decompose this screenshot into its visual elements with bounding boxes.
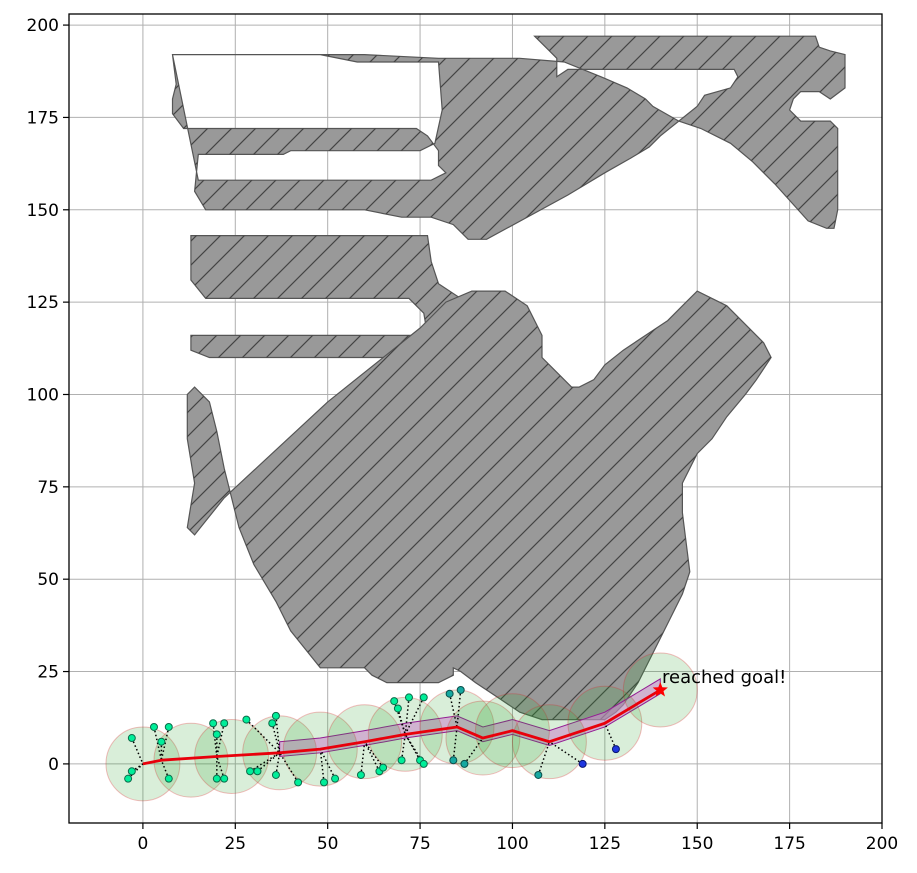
tree-node-blue-0	[578, 759, 587, 768]
y-tick-label-3: 75	[37, 478, 59, 498]
tree-node-green-5	[164, 722, 173, 731]
tree-edge-32	[452, 726, 458, 761]
tree-edge-3	[153, 726, 163, 761]
tree-node-green-7	[209, 719, 218, 728]
tree-node-green-13	[246, 767, 255, 776]
tree-edge-30	[404, 733, 425, 765]
tree-node-green-9	[220, 719, 229, 728]
tree-node-green-8	[212, 730, 221, 739]
obstacle-hatch-0	[172, 36, 845, 240]
plot-frame	[68, 13, 883, 824]
goal-annotation: reached goal!	[662, 667, 786, 688]
tree-node-green-27	[419, 693, 428, 702]
tree-edge-36	[548, 741, 584, 765]
planned-path	[142, 688, 661, 766]
y-tick-label-1: 25	[37, 663, 59, 683]
tree-edge-19	[319, 749, 325, 783]
tree-edge-0	[127, 763, 144, 780]
tree-node-green-26	[404, 693, 413, 702]
x-tick-label-4: 100	[496, 834, 528, 854]
tree-node-green-16	[271, 770, 280, 779]
tree-node-green-1	[127, 767, 136, 776]
tree-edge-31	[448, 693, 458, 728]
x-tick-label-3: 75	[409, 834, 431, 854]
tree-node-green-10	[212, 774, 221, 783]
tree-node-green-20	[331, 774, 340, 783]
tree-node-green-17	[271, 711, 280, 720]
tree-edge-21	[360, 741, 366, 776]
tree-edge-22	[363, 741, 381, 772]
tree-node-green-21	[356, 770, 365, 779]
tree-node-green-12	[242, 715, 251, 724]
tree-edge-13	[249, 752, 281, 772]
tree-node-green-19	[319, 778, 328, 787]
obstacle-hatch-1	[190, 235, 461, 358]
y-tick-label-2: 50	[37, 570, 59, 590]
tree-node-green-28	[397, 756, 406, 765]
tree-node-green-0	[124, 774, 133, 783]
tree-edge-5	[160, 726, 170, 761]
tree-edge-7	[212, 723, 218, 757]
tree-node-green-4	[157, 737, 166, 746]
tree-edge-23	[364, 741, 384, 769]
x-tick-label-5: 125	[589, 834, 621, 854]
y-tick-label-5: 125	[27, 293, 59, 313]
tree-node-teal-0	[445, 689, 454, 698]
tree-edge-28	[400, 734, 407, 761]
x-tick-label-2: 50	[317, 834, 339, 854]
tree-node-teal-3	[460, 759, 469, 768]
y-tick-label-8: 200	[27, 16, 59, 36]
tree-node-teal-4	[534, 770, 543, 779]
search-tree	[127, 689, 617, 783]
tree-edge-27	[404, 697, 425, 735]
x-axis-ticks: 0 25 50 75 100 125 150 175 200	[137, 823, 898, 854]
y-tick-label-4: 100	[27, 385, 59, 405]
x-tick-label-0: 0	[137, 834, 148, 854]
x-tick-label-1: 25	[224, 834, 246, 854]
tree-edge-34	[463, 737, 484, 765]
tree-node-green-25	[393, 704, 402, 713]
y-tick-label-6: 150	[27, 201, 59, 221]
x-tick-label-6: 150	[681, 834, 713, 854]
tree-edge-37	[604, 722, 617, 750]
tree-edge-9	[216, 723, 225, 757]
tree-edge-18	[279, 752, 299, 783]
x-tick-label-7: 175	[773, 834, 805, 854]
tree-node-green-18	[294, 778, 303, 787]
tree-edge-29	[404, 733, 421, 761]
goal-star-icon	[652, 682, 668, 697]
tree-node-green-15	[268, 719, 277, 728]
tree-nodes	[124, 686, 620, 787]
tree-node-green-6	[164, 774, 173, 783]
tree-edge-6	[160, 759, 170, 779]
tree-edge-25	[397, 708, 407, 735]
tree-edge-20	[319, 748, 336, 780]
tree-edge-2	[131, 737, 144, 765]
tree-node-teal-1	[449, 756, 458, 765]
tree-node-blue-1	[611, 745, 620, 754]
y-tick-label-7: 175	[27, 108, 59, 128]
obstacle-hatch-2	[187, 291, 772, 720]
tree-node-green-11	[220, 774, 229, 783]
tree-edge-14	[256, 752, 281, 772]
x-tick-label-8: 200	[866, 834, 898, 854]
y-axis-ticks: 0 25 50 75 100 125 150 175 200	[27, 16, 69, 775]
tree-edge-35	[537, 741, 551, 776]
y-tick-label-0: 0	[48, 755, 59, 775]
tree-node-teal-2	[456, 686, 465, 695]
obstacles	[171, 35, 846, 758]
goal-marker-group	[652, 682, 668, 697]
path-line	[142, 688, 661, 766]
tree-node-green-3	[149, 722, 158, 731]
tree-node-green-14	[253, 767, 262, 776]
tree-node-green-24	[390, 697, 399, 706]
tree-node-green-2	[127, 734, 136, 743]
tree-node-green-30	[419, 759, 428, 768]
tree-node-green-23	[379, 763, 388, 772]
